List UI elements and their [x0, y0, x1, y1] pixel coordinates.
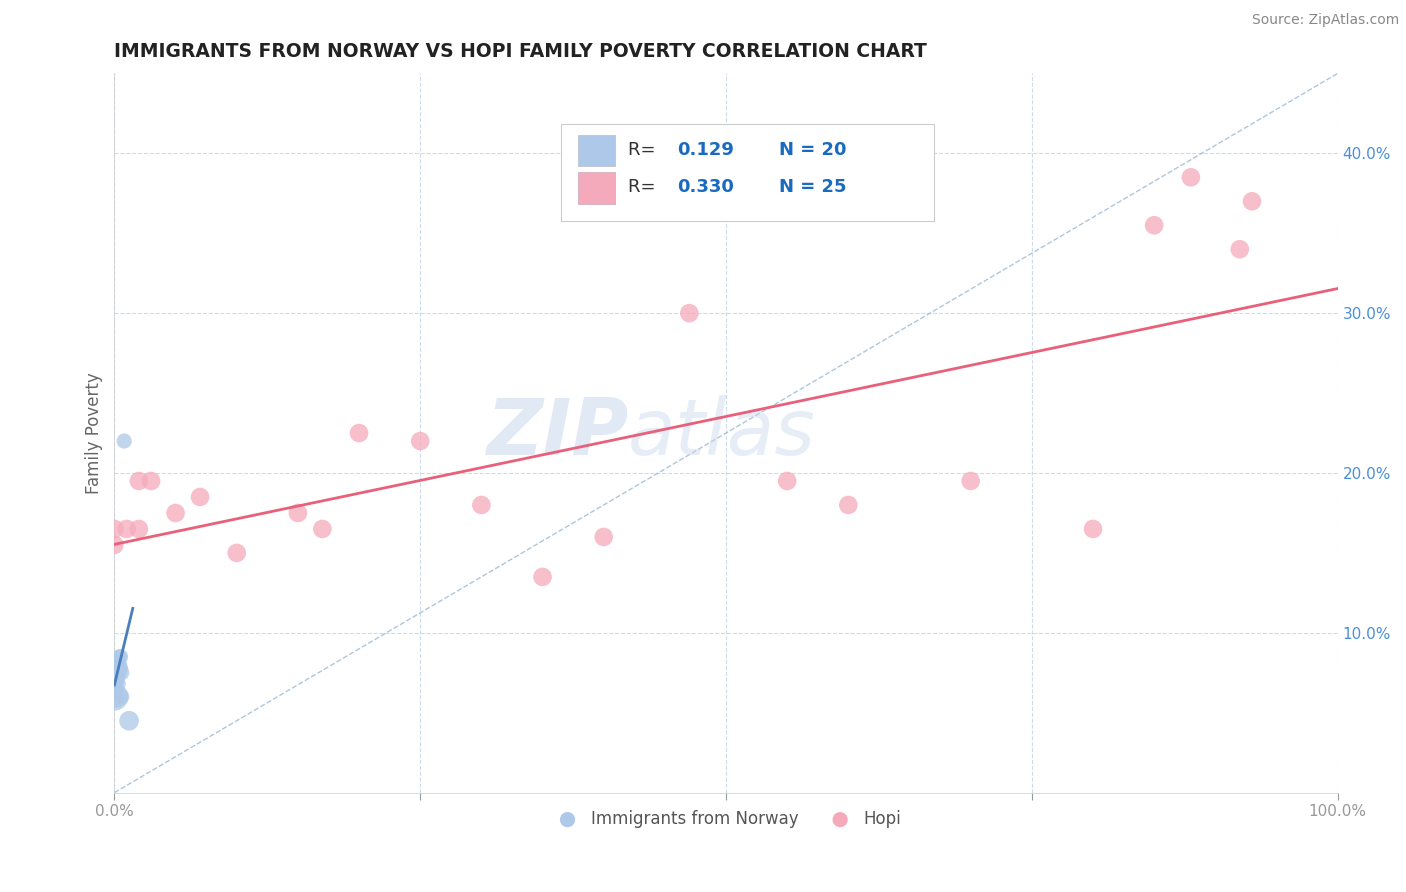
- Point: [108, 649, 131, 664]
- Point: [103, 690, 125, 704]
- Point: [108, 657, 131, 672]
- Point: [103, 522, 125, 536]
- Point: [115, 522, 138, 536]
- Point: [592, 530, 614, 544]
- Point: [107, 661, 129, 675]
- Point: [111, 665, 134, 680]
- Text: 0.330: 0.330: [678, 178, 734, 196]
- Point: [287, 506, 309, 520]
- FancyBboxPatch shape: [578, 172, 614, 203]
- Text: R=: R=: [628, 141, 661, 159]
- Point: [128, 474, 150, 488]
- Point: [165, 506, 187, 520]
- Legend: Immigrants from Norway, Hopi: Immigrants from Norway, Hopi: [544, 804, 908, 835]
- Point: [139, 474, 162, 488]
- Point: [105, 671, 128, 685]
- Point: [409, 434, 432, 448]
- FancyBboxPatch shape: [578, 135, 614, 166]
- Text: atlas: atlas: [628, 395, 815, 471]
- Point: [103, 538, 125, 552]
- Point: [103, 665, 125, 680]
- Point: [104, 681, 127, 696]
- Point: [1180, 170, 1202, 185]
- Point: [959, 474, 981, 488]
- Point: [111, 690, 134, 704]
- Point: [225, 546, 247, 560]
- Text: ZIP: ZIP: [486, 395, 628, 471]
- Text: R=: R=: [628, 178, 661, 196]
- Point: [107, 665, 129, 680]
- Point: [118, 714, 141, 728]
- Point: [1229, 242, 1251, 256]
- Point: [104, 657, 127, 672]
- Point: [112, 434, 135, 448]
- Point: [107, 655, 129, 669]
- Point: [105, 673, 128, 688]
- Text: N = 20: N = 20: [779, 141, 846, 159]
- Point: [1240, 194, 1263, 209]
- Point: [105, 693, 128, 707]
- Point: [1081, 522, 1104, 536]
- Point: [107, 677, 129, 691]
- Point: [110, 649, 132, 664]
- Text: N = 25: N = 25: [779, 178, 846, 196]
- Point: [1143, 219, 1166, 233]
- Point: [678, 306, 700, 320]
- Point: [128, 522, 150, 536]
- Point: [776, 474, 799, 488]
- Point: [347, 425, 370, 440]
- Point: [110, 661, 132, 675]
- Point: [837, 498, 859, 512]
- Point: [104, 685, 127, 699]
- Text: Source: ZipAtlas.com: Source: ZipAtlas.com: [1251, 13, 1399, 28]
- Point: [531, 570, 554, 584]
- Text: 0.129: 0.129: [678, 141, 734, 159]
- Point: [188, 490, 211, 504]
- Point: [311, 522, 333, 536]
- Text: IMMIGRANTS FROM NORWAY VS HOPI FAMILY POVERTY CORRELATION CHART: IMMIGRANTS FROM NORWAY VS HOPI FAMILY PO…: [114, 42, 928, 61]
- Point: [470, 498, 492, 512]
- FancyBboxPatch shape: [561, 124, 934, 221]
- Y-axis label: Family Poverty: Family Poverty: [86, 372, 103, 494]
